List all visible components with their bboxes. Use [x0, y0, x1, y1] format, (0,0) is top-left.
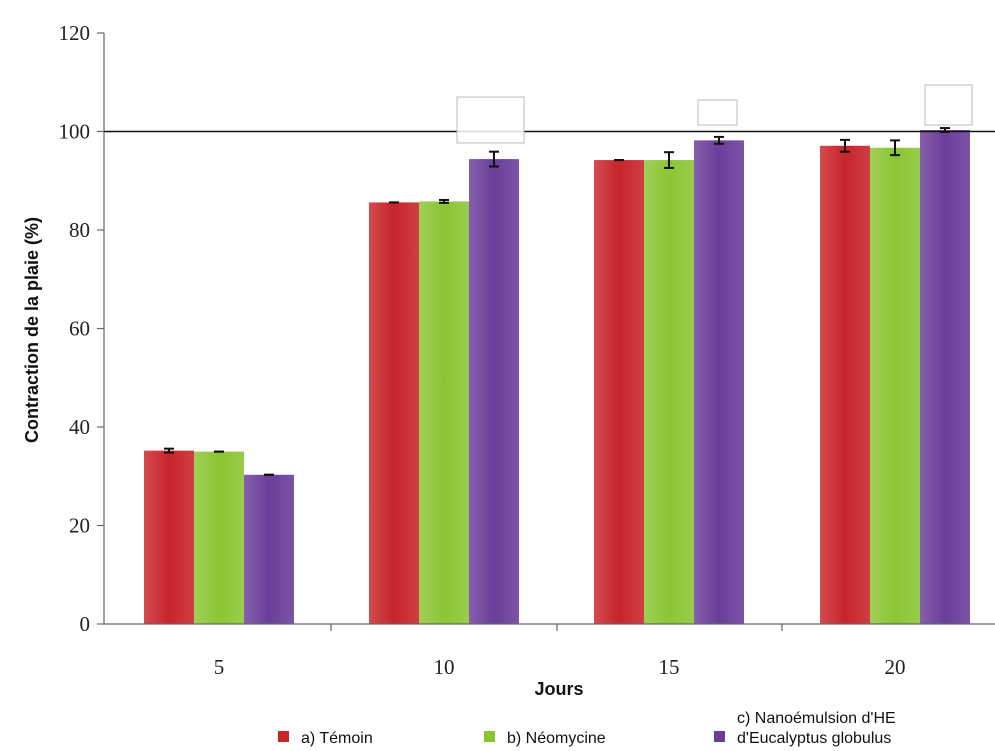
y-axis-label: Contraction de la plaie (%) [22, 217, 42, 443]
error-bars [164, 127, 950, 476]
y-tick-label: 20 [69, 514, 90, 538]
legend-label: c) Nanoémulsion d'HE [737, 710, 896, 727]
error-bar-1-20 [840, 138, 850, 153]
bar-1-5 [144, 450, 194, 624]
y-tick-label: 80 [69, 218, 90, 242]
bars [144, 130, 970, 625]
legend-swatch [484, 731, 495, 742]
bar-3-10 [469, 159, 519, 624]
legend-label: b) Néomycine [507, 730, 606, 747]
legend-swatch [278, 731, 289, 742]
error-bar-2-15 [664, 151, 674, 169]
legend-item-3: c) Nanoémulsion d'HE d'Eucalyptus globulu… [714, 710, 896, 747]
annotation-box [924, 84, 973, 126]
bar-2-5 [194, 451, 244, 624]
error-bar-1-5 [164, 447, 174, 454]
error-bar-2-10 [439, 198, 449, 204]
legend-item-2: b) Néomycine [484, 730, 606, 747]
y-tick-label: 120 [59, 21, 91, 45]
bar-3-20 [920, 130, 970, 624]
x-tick-label: 10 [434, 655, 455, 679]
x-axis-label: Jours [534, 679, 583, 699]
x-tick-label: 20 [885, 655, 906, 679]
annotation-box [697, 99, 738, 126]
error-bar-3-15 [714, 135, 724, 145]
y-tick-label: 0 [80, 612, 91, 636]
x-tick-label: 15 [659, 655, 680, 679]
legend-label: d'Eucalyptus globulus [737, 730, 891, 747]
legend-item-1: a) Témoin [278, 730, 373, 747]
legend-swatch [714, 731, 725, 742]
axes: 0 20 40 60 80 100 120 5 10 15 20 [59, 21, 995, 679]
bar-1-15 [594, 160, 644, 624]
legend-label: a) Témoin [301, 730, 373, 747]
bar-2-10 [419, 201, 469, 624]
bar-2-20 [870, 147, 920, 624]
legend: a) Témoin b) Néomycine c) Nanoémulsion d'H… [278, 710, 896, 747]
error-bar-2-20 [890, 139, 900, 157]
error-bar-3-10 [489, 150, 499, 168]
y-tick-label: 100 [59, 120, 91, 144]
bar-2-15 [644, 160, 694, 624]
bar-1-10 [369, 202, 419, 625]
annotation-box [456, 96, 525, 144]
y-tick-label: 40 [69, 415, 90, 439]
y-tick-label: 60 [69, 317, 90, 341]
bar-3-15 [694, 140, 744, 625]
annotation-boxes [456, 84, 973, 144]
bar-1-20 [820, 145, 870, 624]
bar-3-5 [244, 474, 294, 624]
x-tick-label: 5 [214, 655, 225, 679]
